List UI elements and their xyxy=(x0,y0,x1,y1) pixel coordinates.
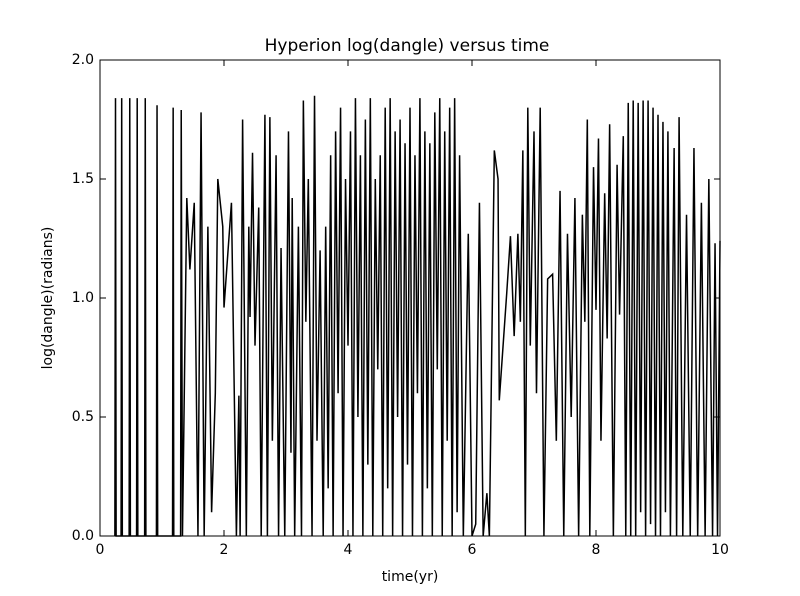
y-tick-label: 2.0 xyxy=(72,52,94,68)
y-tick-label: 1.5 xyxy=(72,171,94,187)
chart-title: Hyperion log(dangle) versus time xyxy=(265,36,550,56)
x-tick-label: 0 xyxy=(96,542,105,558)
y-tick-label: 1.0 xyxy=(72,290,94,306)
y-axis-label: log(dangle)(radians) xyxy=(40,227,56,370)
x-axis-label: time(yr) xyxy=(382,569,439,585)
x-tick-label: 6 xyxy=(468,542,477,558)
x-tick-label: 4 xyxy=(344,542,353,558)
x-tick-label: 8 xyxy=(592,542,601,558)
y-tick-label: 0.0 xyxy=(72,528,94,544)
plot-frame xyxy=(99,59,721,537)
y-tick-label: 0.5 xyxy=(72,409,94,425)
data-line xyxy=(114,95,721,537)
x-tick-label: 10 xyxy=(711,542,729,558)
x-tick-label: 2 xyxy=(220,542,229,558)
